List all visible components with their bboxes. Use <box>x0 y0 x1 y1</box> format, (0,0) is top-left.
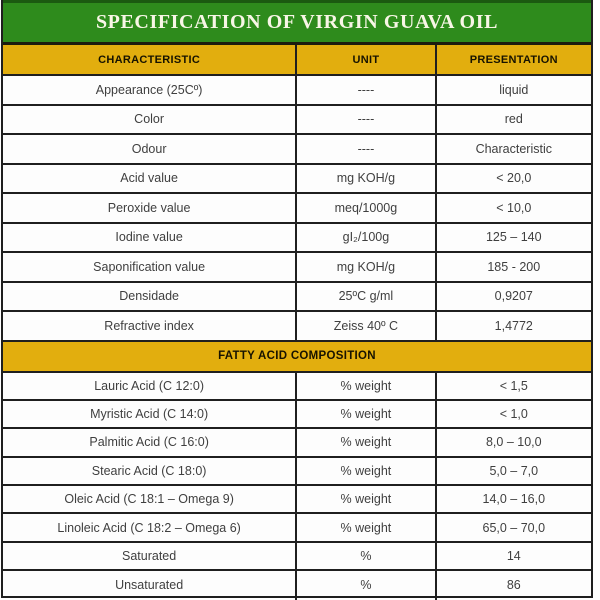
characteristic-cell: Palmitic Acid (C 16:0) <box>89 435 209 450</box>
presentation-cell: 65,0 – 70,0 <box>434 514 591 541</box>
unit-cell: mg KOH/g <box>295 164 434 192</box>
characteristic-cell: Stearic Acid (C 18:0) <box>91 463 207 478</box>
characteristic-cell: Iodine value <box>115 230 183 245</box>
characteristic-cell: Odour <box>131 141 167 156</box>
unit-cell: % <box>295 571 434 600</box>
characteristic-cell: Lauric Acid (C 12:0) <box>94 378 204 393</box>
presentation-cell: 8,0 – 10,0 <box>434 429 591 456</box>
column-header-presentation: PRESENTATION <box>434 45 591 74</box>
page-title: SPECIFICATION OF VIRGIN GUAVA OIL <box>95 11 499 33</box>
presentation-cell: < 20,0 <box>434 164 591 192</box>
table-row: Myristic Acid (C 14:0) % weight < 1,0 <box>3 400 591 430</box>
presentation-cell: 5,0 – 7,0 <box>434 457 591 485</box>
characteristic-cell: Appearance (25Cº) <box>95 82 203 97</box>
presentation-cell: 0,9207 <box>434 282 591 310</box>
table-row: Odour ---- Characteristic <box>3 135 591 165</box>
table-row: Unsaturated % 86 <box>3 571 591 600</box>
table-row: Appearance (25Cº) ---- liquid <box>3 76 591 106</box>
title-band: SPECIFICATION OF VIRGIN GUAVA OIL <box>3 0 591 45</box>
unit-cell: % weight <box>295 457 434 485</box>
table-row: Linoleic Acid (C 18:2 – Omega 6) % weigh… <box>3 514 591 543</box>
presentation-cell: 185 - 200 <box>434 253 591 281</box>
column-header-unit: UNIT <box>295 45 434 74</box>
table-row: Lauric Acid (C 12:0) % weight < 1,5 <box>3 372 591 401</box>
table-row: Acid value mg KOH/g < 20,0 <box>3 164 591 194</box>
presentation-cell: liquid <box>434 76 591 104</box>
table-header-row: CHARACTERISTIC UNIT PRESENTATION <box>3 45 591 76</box>
presentation-cell: 86 <box>434 571 591 600</box>
presentation-cell: 14 <box>434 542 591 570</box>
characteristic-cell: Unsaturated <box>115 578 184 593</box>
table-row: Iodine value gI₂/100g 125 – 140 <box>3 223 591 253</box>
unit-cell: % <box>295 542 434 570</box>
unit-cell: mg KOH/g <box>295 253 434 281</box>
table-row: Palmitic Acid (C 16:0) % weight 8,0 – 10… <box>3 429 591 458</box>
presentation-cell: < 10,0 <box>434 194 591 222</box>
unit-cell: 25ºC g/ml <box>295 282 434 310</box>
unit-cell: % weight <box>295 372 434 399</box>
unit-cell: % weight <box>295 486 434 513</box>
unit-cell: Zeiss 40º C <box>295 312 434 340</box>
characteristic-cell: Densidade <box>119 289 179 304</box>
unit-cell: % weight <box>295 400 434 428</box>
presentation-cell: Characteristic <box>434 135 591 163</box>
presentation-cell: 1,4772 <box>434 312 591 340</box>
column-header-characteristic: CHARACTERISTIC <box>98 53 201 66</box>
unit-cell: ---- <box>295 105 434 133</box>
characteristic-cell: Acid value <box>120 171 178 186</box>
table-row: Peroxide value meq/1000g < 10,0 <box>3 194 591 224</box>
table-row: Color ---- red <box>3 105 591 135</box>
table-row: Densidade 25ºC g/ml 0,9207 <box>3 282 591 312</box>
presentation-cell: 14,0 – 16,0 <box>434 486 591 513</box>
characteristic-cell: Linoleic Acid (C 18:2 – Omega 6) <box>57 520 241 535</box>
table-row: Saponification value mg KOH/g 185 - 200 <box>3 253 591 283</box>
characteristic-cell: Peroxide value <box>107 200 191 215</box>
characteristic-cell: Color <box>134 112 165 127</box>
characteristic-cell: Saturated <box>122 549 177 564</box>
table-row: Stearic Acid (C 18:0) % weight 5,0 – 7,0 <box>3 457 591 487</box>
table-row: Oleic Acid (C 18:1 – Omega 9) % weight 1… <box>3 486 591 515</box>
characteristic-cell: Oleic Acid (C 18:1 – Omega 9) <box>64 492 234 507</box>
presentation-cell: < 1,5 <box>434 372 591 399</box>
characteristic-cell: Refractive index <box>104 318 194 333</box>
unit-cell: ---- <box>295 135 434 163</box>
unit-cell: % weight <box>295 429 434 456</box>
presentation-cell: 125 – 140 <box>434 223 591 251</box>
unit-cell: meq/1000g <box>295 194 434 222</box>
presentation-cell: < 1,0 <box>434 400 591 428</box>
characteristic-cell: Saponification value <box>93 259 206 274</box>
characteristic-cell: Myristic Acid (C 14:0) <box>90 407 209 422</box>
unit-cell: % weight <box>295 514 434 541</box>
section-header-fatty-acid: FATTY ACID COMPOSITION <box>3 341 591 373</box>
presentation-cell: red <box>434 105 591 133</box>
table-row: Saturated % 14 <box>3 542 591 572</box>
unit-cell: ---- <box>295 76 434 104</box>
unit-cell: gI₂/100g <box>295 223 434 251</box>
table-row: Refractive index Zeiss 40º C 1,4772 <box>3 312 591 342</box>
